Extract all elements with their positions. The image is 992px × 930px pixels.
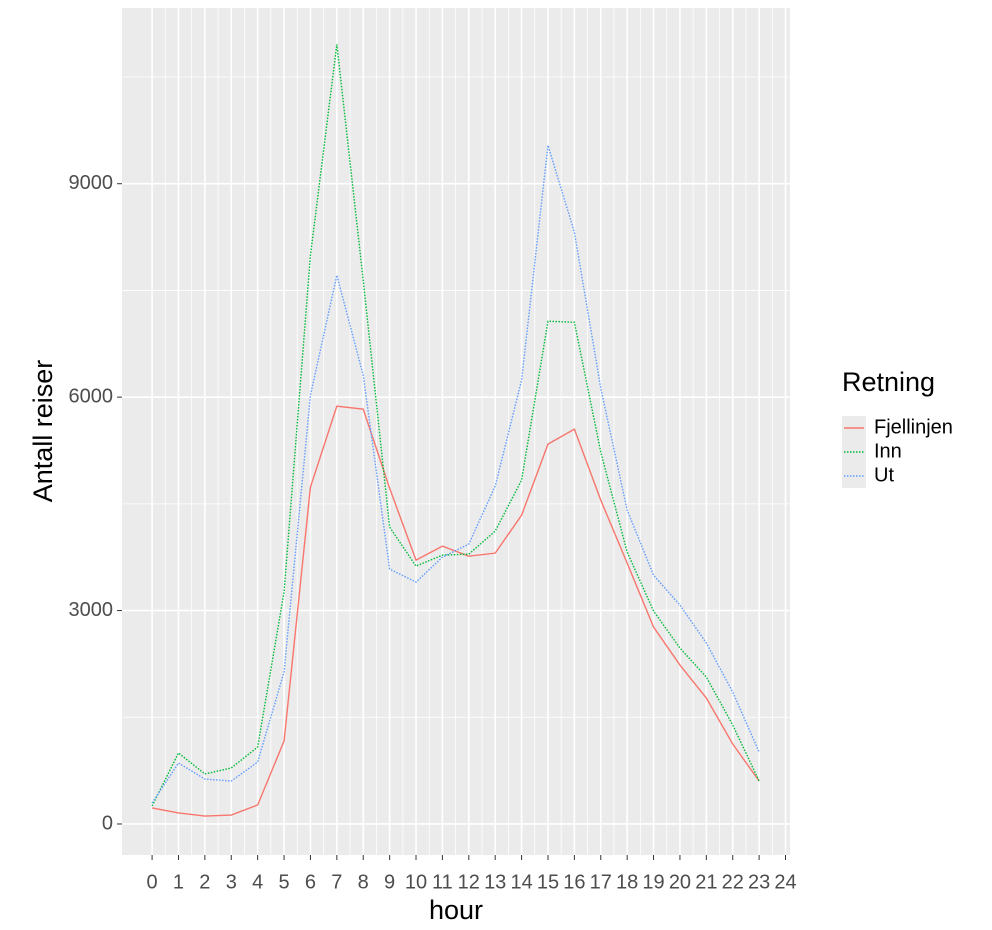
legend-label: Fjellinjen: [874, 416, 953, 438]
x-tick-label: 18: [616, 871, 638, 893]
x-tick-label: 14: [510, 871, 532, 893]
x-tick-label: 2: [199, 871, 210, 893]
y-tick-label: 6000: [69, 385, 114, 407]
y-tick-label: 9000: [69, 172, 114, 194]
x-tick-label: 8: [358, 871, 369, 893]
x-tick-label: 0: [147, 871, 158, 893]
x-tick-label: 1: [173, 871, 184, 893]
x-axis-title: hour: [429, 895, 483, 925]
x-tick-label: 11: [432, 871, 453, 893]
x-tick-label: 19: [642, 871, 664, 893]
y-axis-title: Antall reiser: [28, 360, 58, 503]
legend-label: Inn: [874, 440, 902, 462]
x-tick-label: 10: [405, 871, 427, 893]
x-tick-label: 21: [695, 871, 717, 893]
x-tick-label: 13: [484, 871, 506, 893]
x-tick-label: 20: [669, 871, 691, 893]
x-tick-label: 3: [226, 871, 237, 893]
x-tick-label: 16: [563, 871, 585, 893]
x-tick-label: 17: [590, 871, 612, 893]
y-tick-label: 0: [102, 812, 113, 834]
legend-label: Ut: [874, 464, 894, 486]
x-tick-label: 6: [305, 871, 316, 893]
x-tick-label: 9: [384, 871, 395, 893]
line-series: [151, 44, 760, 807]
y-tick-label: 3000: [69, 599, 114, 621]
x-tick-label: 22: [722, 871, 744, 893]
x-tick-label: 23: [748, 871, 770, 893]
x-tick-label: 24: [774, 871, 796, 893]
x-tick-label: 12: [458, 871, 480, 893]
x-tick-label: 7: [331, 871, 342, 893]
legend-title: Retning: [842, 367, 935, 397]
line-series: [151, 145, 760, 804]
x-tick-label: 5: [278, 871, 289, 893]
x-tick-label: 4: [252, 871, 263, 893]
x-tick-label: 15: [537, 871, 559, 893]
